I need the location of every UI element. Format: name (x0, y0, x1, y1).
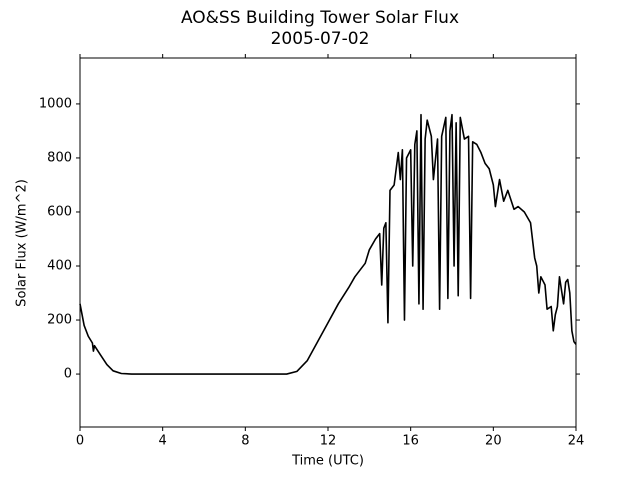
chart-title: AO&SS Building Tower Solar Flux (181, 8, 459, 28)
y-tick-label: 800 (47, 150, 72, 165)
y-tick-label: 0 (64, 367, 72, 382)
y-axis-label: Solar Flux (W/m^2) (15, 179, 30, 307)
x-tick-label: 24 (568, 434, 585, 449)
x-tick-label: 12 (320, 434, 337, 449)
y-tick-label: 600 (47, 204, 72, 219)
y-tick-label: 1000 (39, 96, 72, 111)
x-tick-label: 16 (402, 434, 419, 449)
x-axis-label: Time (UTC) (291, 454, 364, 469)
data-line (79, 113, 577, 375)
y-tick-label: 400 (47, 259, 72, 274)
x-tick-label: 20 (485, 434, 502, 449)
x-tick-label: 0 (76, 434, 84, 449)
y-tick-label: 200 (47, 313, 72, 328)
plot-frame (79, 57, 577, 428)
x-tick-label: 8 (241, 434, 249, 449)
chart-subtitle: 2005-07-02 (271, 29, 370, 49)
x-tick-label: 4 (159, 434, 167, 449)
